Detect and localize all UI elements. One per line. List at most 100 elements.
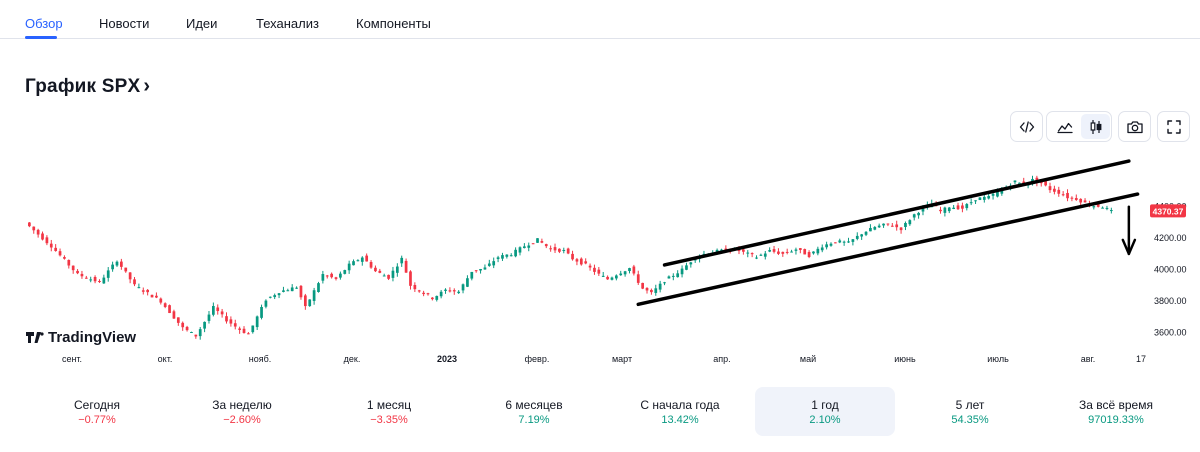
tab-overview[interactable]: Обзор	[25, 16, 63, 31]
candle	[71, 265, 75, 274]
candle	[168, 304, 171, 314]
candle	[356, 259, 360, 262]
tab-components[interactable]: Компоненты	[356, 16, 431, 31]
tradingview-logo: TradingView	[26, 329, 136, 346]
candle	[268, 296, 272, 299]
x-tick-label: июль	[987, 354, 1009, 364]
candle	[312, 287, 316, 305]
candle	[409, 270, 412, 290]
candle	[80, 270, 84, 279]
candle	[474, 270, 478, 273]
candle	[400, 255, 404, 267]
period-stat-0[interactable]: Сегодня −0.77%	[27, 387, 167, 436]
fullscreen-button[interactable]	[1157, 111, 1190, 142]
candle	[606, 275, 609, 280]
candle	[45, 235, 49, 246]
candle	[452, 288, 456, 295]
x-tick-label: 17	[1136, 354, 1146, 364]
candle	[908, 219, 912, 226]
candle	[172, 309, 176, 319]
candle	[242, 326, 246, 334]
candle	[807, 250, 811, 259]
price-chart[interactable]: TradingView сент. окт. нояб. дек. 2023 февр. м…	[0, 150, 1200, 375]
candle	[1083, 198, 1087, 203]
period-stat-3[interactable]: 6 месяцев 7.19%	[464, 387, 604, 436]
candle	[527, 242, 531, 252]
candle	[286, 288, 290, 292]
candle	[277, 292, 281, 299]
candle	[501, 252, 504, 261]
candle	[834, 242, 837, 244]
candle	[514, 247, 517, 258]
period-stat-label: За всё время	[1079, 398, 1153, 412]
candle	[1101, 206, 1104, 209]
candle	[680, 265, 684, 278]
candle	[974, 200, 977, 205]
candle	[1074, 194, 1078, 201]
candle	[120, 258, 123, 270]
candle	[238, 326, 241, 334]
snapshot-button[interactable]	[1118, 111, 1151, 142]
candle	[146, 289, 150, 296]
candle	[1044, 180, 1047, 187]
candle	[387, 274, 390, 281]
candle	[466, 275, 469, 288]
period-stat-6[interactable]: 5 лет 54.35%	[900, 387, 1040, 436]
tab-technicals[interactable]: Теханализ	[256, 16, 319, 31]
period-stat-2[interactable]: 1 месяц −3.35%	[319, 387, 459, 436]
candle	[308, 299, 312, 307]
candle	[847, 237, 850, 243]
area-chart-button[interactable]	[1050, 114, 1079, 139]
candle	[798, 247, 802, 254]
candle	[549, 245, 553, 252]
candle	[772, 245, 776, 254]
period-stat-label: Сегодня	[74, 398, 120, 412]
candle	[917, 211, 920, 219]
candle	[531, 243, 535, 245]
candle	[912, 213, 916, 221]
y-tick-label: 3600.00	[1154, 328, 1187, 338]
chart-title: График SPX	[25, 76, 141, 97]
period-stat-4[interactable]: С начала года 13.42%	[610, 387, 750, 436]
candle	[378, 268, 382, 274]
embed-code-button[interactable]	[1010, 111, 1043, 142]
candle	[444, 288, 447, 294]
candle	[431, 297, 434, 301]
candle	[325, 274, 329, 279]
candle	[803, 248, 807, 255]
candle	[1061, 191, 1065, 197]
candle	[395, 263, 399, 277]
candles-button[interactable]	[1081, 114, 1110, 139]
candle	[584, 258, 588, 265]
tab-news[interactable]: Новости	[99, 16, 150, 31]
candle	[939, 206, 942, 214]
candle	[685, 262, 688, 271]
candle	[969, 198, 973, 206]
x-tick-label: март	[612, 354, 632, 364]
candle	[334, 276, 338, 281]
fullscreen-icon	[1166, 119, 1181, 134]
candle	[518, 246, 522, 256]
candle	[597, 266, 601, 276]
candle	[544, 243, 548, 249]
chart-title-link[interactable]: График SPX ›	[25, 75, 150, 98]
candle	[601, 271, 605, 278]
period-stat-1[interactable]: За неделю −2.60%	[172, 387, 312, 436]
chevron-right-icon: ›	[143, 75, 151, 97]
candle	[628, 267, 631, 274]
candle	[374, 265, 377, 273]
candle	[890, 223, 894, 227]
candle	[812, 251, 815, 255]
candle	[439, 289, 443, 299]
period-stat-5[interactable]: 1 год 2.10%	[755, 387, 895, 436]
candles-icon	[1090, 119, 1101, 134]
period-stat-7[interactable]: За всё время 97019.33%	[1046, 387, 1186, 436]
candle	[211, 302, 215, 317]
candle	[233, 319, 237, 330]
candle	[540, 238, 544, 244]
candle	[860, 233, 864, 240]
candle	[303, 293, 307, 310]
tab-ideas[interactable]: Идеи	[186, 16, 218, 31]
tab-bar: Обзор Новости Идеи Теханализ Компоненты	[0, 0, 1200, 39]
candle	[523, 243, 526, 249]
